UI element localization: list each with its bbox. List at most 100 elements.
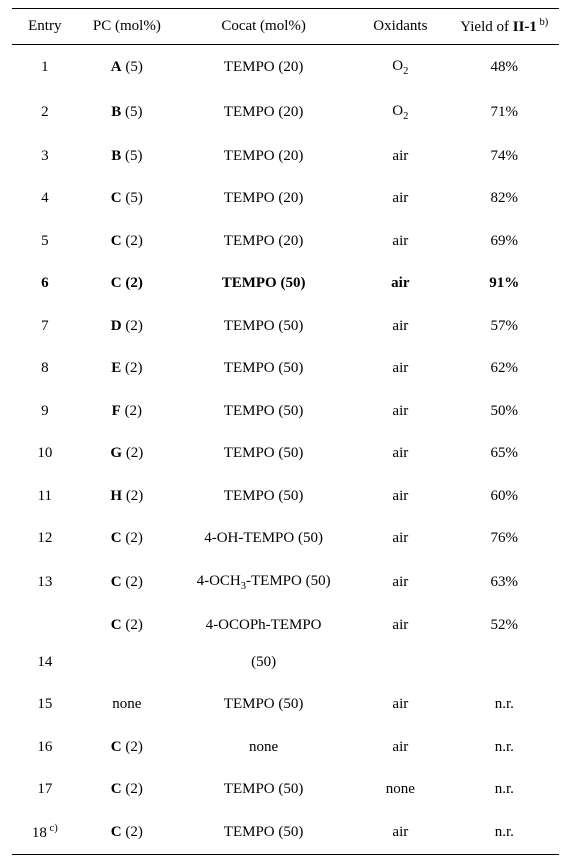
cell-yield: 71% [450, 90, 559, 135]
cell-yield: 50% [450, 390, 559, 433]
cell-yield: n.r. [450, 726, 559, 769]
cell-pc: C (2) [78, 560, 176, 605]
cell-yield: 48% [450, 45, 559, 90]
cell-pc: C (2) [78, 517, 176, 560]
cell-yield: 63% [450, 560, 559, 605]
cell-pc: C (2) [78, 768, 176, 811]
cell-pc: B (5) [78, 135, 176, 178]
cell-pc: C (2) [78, 604, 176, 683]
cell-entry: 2 [12, 90, 78, 135]
cell-cocat: TEMPO (50) [176, 347, 351, 390]
table-row: 6C (2)TEMPO (50)air91% [12, 262, 559, 305]
table-row: 9F (2)TEMPO (50)air50% [12, 390, 559, 433]
cell-cocat: TEMPO (20) [176, 45, 351, 90]
cell-pc: G (2) [78, 432, 176, 475]
cell-oxidant: air [351, 177, 449, 220]
table-row: 18 c)C (2)TEMPO (50)airn.r. [12, 811, 559, 855]
cell-cocat: TEMPO (20) [176, 177, 351, 220]
table-row: 13C (2)4-OCH3-TEMPO (50)air63% [12, 560, 559, 605]
cell-cocat: TEMPO (50) [176, 475, 351, 518]
cell-yield: 82% [450, 177, 559, 220]
cell-entry: 11 [12, 475, 78, 518]
cell-yield: 62% [450, 347, 559, 390]
cell-yield: 57% [450, 305, 559, 348]
cell-pc: C (2) [78, 262, 176, 305]
header-row: Entry PC (mol%) Cocat (mol%) Oxidants Yi… [12, 9, 559, 45]
cell-entry: 10 [12, 432, 78, 475]
cell-entry: 8 [12, 347, 78, 390]
cell-cocat: TEMPO (20) [176, 220, 351, 263]
cell-pc: none [78, 683, 176, 726]
cell-pc: F (2) [78, 390, 176, 433]
cell-oxidant: air [351, 305, 449, 348]
cell-yield: n.r. [450, 768, 559, 811]
cell-entry: 14 [12, 604, 78, 683]
optimization-table: Entry PC (mol%) Cocat (mol%) Oxidants Yi… [0, 0, 571, 863]
table-row: 5C (2)TEMPO (20)air69% [12, 220, 559, 263]
cell-pc: C (2) [78, 726, 176, 769]
table-row: 12C (2)4-OH-TEMPO (50)air76% [12, 517, 559, 560]
cell-cocat: TEMPO (50) [176, 305, 351, 348]
table-row: 2B (5)TEMPO (20)O271% [12, 90, 559, 135]
cell-oxidant: O2 [351, 45, 449, 90]
table-row: 7D (2)TEMPO (50)air57% [12, 305, 559, 348]
cell-oxidant: air [351, 683, 449, 726]
col-entry: Entry [12, 9, 78, 45]
table-row: 14C (2)4-OCOPh-TEMPO(50)air52% [12, 604, 559, 683]
col-oxidants: Oxidants [351, 9, 449, 45]
cell-oxidant: none [351, 768, 449, 811]
cell-oxidant: air [351, 604, 449, 683]
cell-yield: 74% [450, 135, 559, 178]
cell-pc: B (5) [78, 90, 176, 135]
cell-oxidant: air [351, 390, 449, 433]
cell-oxidant: air [351, 726, 449, 769]
cell-cocat: 4-OCH3-TEMPO (50) [176, 560, 351, 605]
table-row: 10G (2)TEMPO (50)air65% [12, 432, 559, 475]
cell-yield: n.r. [450, 683, 559, 726]
cell-pc: C (2) [78, 811, 176, 855]
cell-entry: 12 [12, 517, 78, 560]
table-row: 11H (2)TEMPO (50)air60% [12, 475, 559, 518]
cell-yield: 65% [450, 432, 559, 475]
cell-cocat: TEMPO (50) [176, 811, 351, 855]
cell-oxidant: air [351, 432, 449, 475]
cell-oxidant: O2 [351, 90, 449, 135]
cell-oxidant: air [351, 811, 449, 855]
cell-entry: 17 [12, 768, 78, 811]
cell-cocat: TEMPO (50) [176, 390, 351, 433]
cell-entry: 7 [12, 305, 78, 348]
cell-oxidant: air [351, 347, 449, 390]
cell-entry: 4 [12, 177, 78, 220]
cell-yield: 52% [450, 604, 559, 683]
cell-cocat: TEMPO (50) [176, 432, 351, 475]
cell-entry: 18 c) [12, 811, 78, 855]
table-row: 8E (2)TEMPO (50)air62% [12, 347, 559, 390]
cell-oxidant: air [351, 262, 449, 305]
cell-oxidant: air [351, 220, 449, 263]
table-row: 17C (2)TEMPO (50)nonen.r. [12, 768, 559, 811]
cell-entry: 3 [12, 135, 78, 178]
cell-yield: n.r. [450, 811, 559, 855]
cell-pc: A (5) [78, 45, 176, 90]
cell-entry: 6 [12, 262, 78, 305]
table-row: 1A (5)TEMPO (20)O248% [12, 45, 559, 90]
data-table: Entry PC (mol%) Cocat (mol%) Oxidants Yi… [12, 8, 559, 855]
cell-pc: E (2) [78, 347, 176, 390]
cell-yield: 69% [450, 220, 559, 263]
cell-entry: 5 [12, 220, 78, 263]
cell-cocat: 4-OCOPh-TEMPO(50) [176, 604, 351, 683]
cell-pc: C (2) [78, 220, 176, 263]
cell-yield: 91% [450, 262, 559, 305]
cell-cocat: TEMPO (50) [176, 683, 351, 726]
table-body: 1A (5)TEMPO (20)O248%2B (5)TEMPO (20)O27… [12, 45, 559, 855]
cell-entry: 13 [12, 560, 78, 605]
cell-cocat: TEMPO (50) [176, 262, 351, 305]
cell-cocat: TEMPO (20) [176, 90, 351, 135]
col-cocat: Cocat (mol%) [176, 9, 351, 45]
cell-oxidant: air [351, 560, 449, 605]
cell-cocat: TEMPO (50) [176, 768, 351, 811]
table-row: 3B (5)TEMPO (20)air74% [12, 135, 559, 178]
cell-cocat: TEMPO (20) [176, 135, 351, 178]
cell-yield: 60% [450, 475, 559, 518]
cell-entry: 9 [12, 390, 78, 433]
